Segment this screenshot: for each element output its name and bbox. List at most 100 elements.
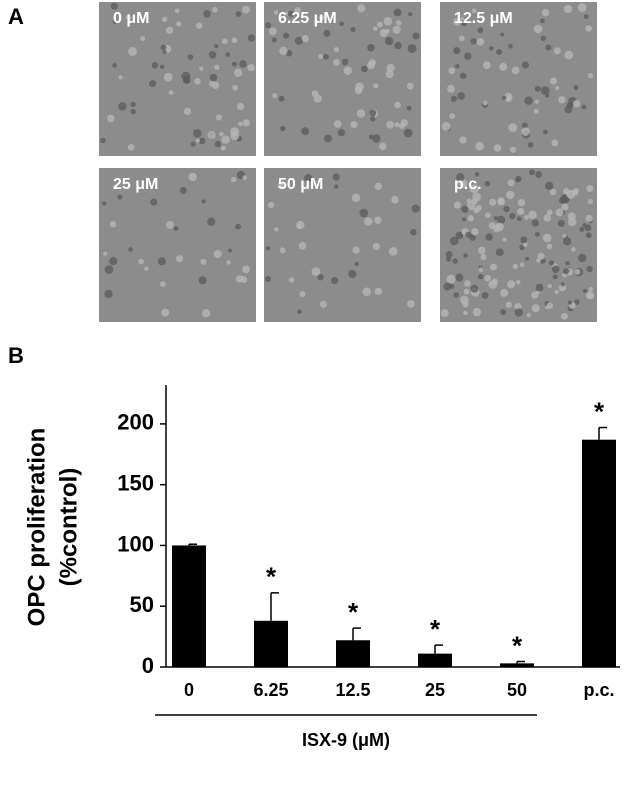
- cell: [517, 207, 525, 216]
- cell: [469, 184, 479, 194]
- cell: [112, 19, 118, 25]
- cell: [159, 281, 166, 288]
- cell: [489, 46, 494, 51]
- cell: [394, 41, 402, 50]
- cell: [410, 228, 417, 236]
- cell: [238, 121, 243, 127]
- cell: [455, 63, 460, 69]
- cell: [585, 25, 592, 32]
- cell: [452, 258, 458, 264]
- cell: [242, 265, 250, 274]
- cell: [488, 222, 496, 230]
- cell: [265, 246, 271, 251]
- cell: [560, 194, 570, 204]
- cell: [359, 208, 369, 218]
- cell: [567, 212, 576, 221]
- cell: [470, 284, 479, 293]
- cell: [560, 282, 565, 287]
- cell: [109, 221, 117, 228]
- cell: [511, 66, 520, 75]
- cell: [546, 302, 553, 309]
- cell: [459, 136, 467, 144]
- cell: [354, 86, 363, 95]
- cell: [446, 274, 456, 284]
- cell: [318, 14, 325, 21]
- cell: [526, 312, 531, 318]
- cell: [573, 299, 580, 305]
- cell: [235, 223, 241, 230]
- cell: [531, 291, 539, 299]
- cell: [406, 82, 414, 90]
- cell: [384, 36, 394, 46]
- y-axis-label: (%control): [55, 468, 82, 587]
- cell: [558, 283, 567, 292]
- cell: [313, 94, 322, 103]
- cell: [493, 144, 502, 152]
- cell: [512, 263, 519, 269]
- cell: [301, 35, 309, 43]
- cell: [395, 20, 402, 26]
- cell: [482, 61, 491, 70]
- cell: [176, 255, 184, 263]
- cell: [392, 25, 401, 34]
- cell: [566, 189, 576, 199]
- cell: [562, 268, 570, 275]
- cell: [265, 275, 272, 282]
- cell: [411, 204, 420, 213]
- y-tick-label: 0: [142, 653, 154, 678]
- cell: [242, 119, 251, 127]
- cell: [214, 44, 219, 49]
- cell: [477, 27, 484, 34]
- cell: [394, 122, 400, 128]
- cell: [159, 64, 165, 69]
- cell: [350, 27, 356, 33]
- cell: [542, 129, 548, 135]
- bar: [336, 640, 370, 667]
- cell: [519, 262, 525, 268]
- cell: [502, 237, 507, 242]
- cell: [474, 172, 480, 177]
- cell: [505, 301, 512, 308]
- cell: [130, 108, 136, 115]
- cell: [485, 212, 491, 219]
- cell: [280, 125, 286, 132]
- cell: [160, 44, 167, 51]
- cell: [287, 10, 295, 17]
- cell: [333, 59, 340, 66]
- cell: [502, 95, 507, 100]
- cell: [493, 216, 498, 221]
- cell: [450, 95, 458, 102]
- cell: [470, 38, 477, 45]
- cell: [372, 26, 378, 31]
- cell: [374, 216, 382, 224]
- cell: [285, 49, 293, 57]
- cell: [557, 219, 565, 227]
- cell: [564, 105, 573, 114]
- cell: [489, 263, 497, 271]
- cell: [374, 182, 383, 191]
- cell: [163, 72, 173, 82]
- cell: [524, 96, 533, 105]
- cell: [472, 192, 481, 202]
- cell: [448, 67, 456, 75]
- cell: [272, 92, 278, 99]
- cell: [499, 62, 508, 71]
- bar: [172, 545, 206, 667]
- cell: [553, 47, 561, 55]
- cell: [231, 61, 238, 67]
- cell: [567, 300, 573, 305]
- micrograph-label: 50 μM: [278, 176, 323, 193]
- cell: [386, 63, 395, 73]
- cell: [174, 8, 180, 14]
- micrograph-label: 25 μM: [113, 176, 158, 193]
- cell: [277, 183, 284, 190]
- cell: [440, 309, 449, 318]
- cell: [200, 258, 207, 265]
- cell: [311, 267, 321, 276]
- x-tick-label: p.c.: [583, 680, 614, 700]
- cell: [587, 72, 594, 79]
- cell: [357, 4, 366, 13]
- cell: [485, 233, 493, 241]
- cell: [199, 66, 204, 71]
- cell: [478, 274, 484, 280]
